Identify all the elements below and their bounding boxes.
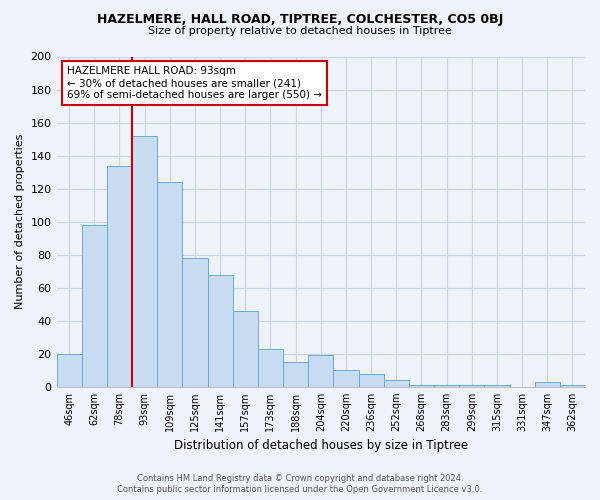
Y-axis label: Number of detached properties: Number of detached properties bbox=[15, 134, 25, 310]
Bar bbox=[434, 385, 459, 387]
Bar bbox=[157, 182, 182, 387]
Text: Contains HM Land Registry data © Crown copyright and database right 2024.
Contai: Contains HM Land Registry data © Crown c… bbox=[118, 474, 482, 494]
Bar bbox=[56, 354, 82, 387]
Bar bbox=[409, 385, 434, 387]
X-axis label: Distribution of detached houses by size in Tiptree: Distribution of detached houses by size … bbox=[174, 440, 468, 452]
Bar bbox=[383, 380, 409, 387]
Bar bbox=[560, 385, 585, 387]
Bar bbox=[334, 370, 359, 387]
Text: HAZELMERE, HALL ROAD, TIPTREE, COLCHESTER, CO5 0BJ: HAZELMERE, HALL ROAD, TIPTREE, COLCHESTE… bbox=[97, 12, 503, 26]
Bar bbox=[233, 311, 258, 387]
Bar bbox=[132, 136, 157, 387]
Bar bbox=[459, 385, 484, 387]
Bar bbox=[535, 382, 560, 387]
Bar bbox=[107, 166, 132, 387]
Bar bbox=[359, 374, 383, 387]
Bar bbox=[283, 362, 308, 387]
Bar bbox=[484, 385, 509, 387]
Bar bbox=[82, 225, 107, 387]
Bar bbox=[208, 274, 233, 387]
Text: HAZELMERE HALL ROAD: 93sqm
← 30% of detached houses are smaller (241)
69% of sem: HAZELMERE HALL ROAD: 93sqm ← 30% of deta… bbox=[67, 66, 322, 100]
Text: Size of property relative to detached houses in Tiptree: Size of property relative to detached ho… bbox=[148, 26, 452, 36]
Bar bbox=[258, 349, 283, 387]
Bar bbox=[182, 258, 208, 387]
Bar bbox=[308, 356, 334, 387]
